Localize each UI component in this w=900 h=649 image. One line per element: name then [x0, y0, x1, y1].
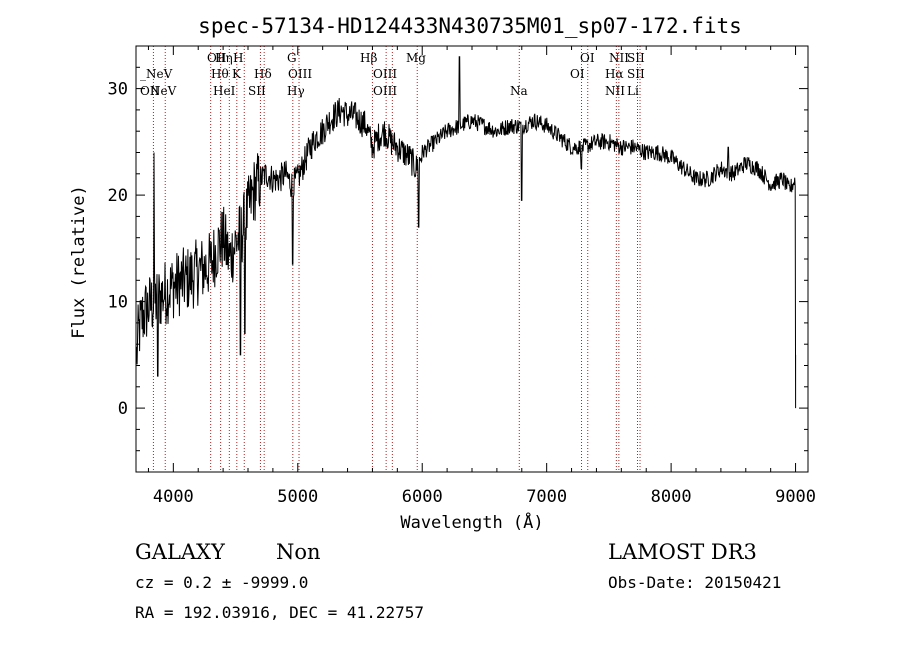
- line-label: SII: [248, 84, 266, 98]
- line-label: Hθ: [211, 67, 229, 81]
- line-label: NeV: [150, 84, 177, 98]
- x-tick-label: 6000: [402, 487, 443, 507]
- x-tick-label: 5000: [277, 487, 318, 507]
- x-tick-label: 4000: [153, 487, 194, 507]
- spectrum-line: [136, 56, 797, 409]
- y-tick-label: 10: [108, 293, 128, 313]
- line-label: Hδ: [254, 67, 272, 81]
- line-label: SII: [627, 51, 645, 65]
- line-label: Mg: [406, 51, 426, 65]
- line-label: SII: [627, 67, 645, 81]
- line-label: H: [233, 51, 243, 65]
- y-tick-label: 0: [118, 399, 128, 419]
- coordinates: RA = 192.03916, DEC = 41.22757: [135, 603, 424, 622]
- y-axis-label: Flux (relative): [69, 185, 89, 339]
- line-label: G: [287, 51, 297, 65]
- line-label: _NeV: [140, 67, 173, 81]
- chart-title: spec-57134-HD124433N430735M01_sp07-172.f…: [198, 14, 742, 38]
- x-axis-ticks: 4000 5000 6000 7000 8000 9000: [147, 46, 816, 507]
- line-label: NII: [609, 51, 629, 65]
- obs-date: Obs-Date: 20150421: [608, 573, 781, 592]
- line-label: Na: [510, 84, 528, 98]
- line-label: OII: [207, 51, 227, 65]
- y-tick-label: 30: [108, 80, 128, 100]
- x-tick-label: 7000: [526, 487, 567, 507]
- line-label: Hβ: [360, 51, 377, 65]
- object-class: GALAXY: [135, 540, 226, 564]
- line-label: K: [232, 67, 242, 81]
- x-axis-label: Wavelength (Å): [400, 511, 543, 533]
- line-label: Hη: [215, 51, 233, 65]
- line-label: OI: [580, 51, 595, 65]
- line-label: NII: [605, 84, 625, 98]
- y-tick-label: 20: [108, 186, 128, 206]
- line-label: Hα: [605, 67, 624, 81]
- x-tick-label: 8000: [651, 487, 692, 507]
- line-label: HeI: [213, 84, 236, 98]
- x-tick-label: 9000: [775, 487, 816, 507]
- line-label: Li: [627, 84, 639, 98]
- line-label: OI: [570, 67, 585, 81]
- line-label: OIII: [288, 67, 312, 81]
- redshift-text: cz = 0.2 ± -9999.0: [135, 573, 308, 592]
- line-label: Hγ: [287, 84, 305, 98]
- line-label: OII: [140, 84, 160, 98]
- y-axis-ticks: 0 10 20 30: [108, 45, 808, 452]
- line-label: OIII: [373, 84, 397, 98]
- line-label: OIII: [373, 67, 397, 81]
- emission-line-markers: [152, 46, 641, 472]
- object-subclass: Non: [276, 540, 321, 564]
- survey-name: LAMOST DR3: [608, 540, 757, 564]
